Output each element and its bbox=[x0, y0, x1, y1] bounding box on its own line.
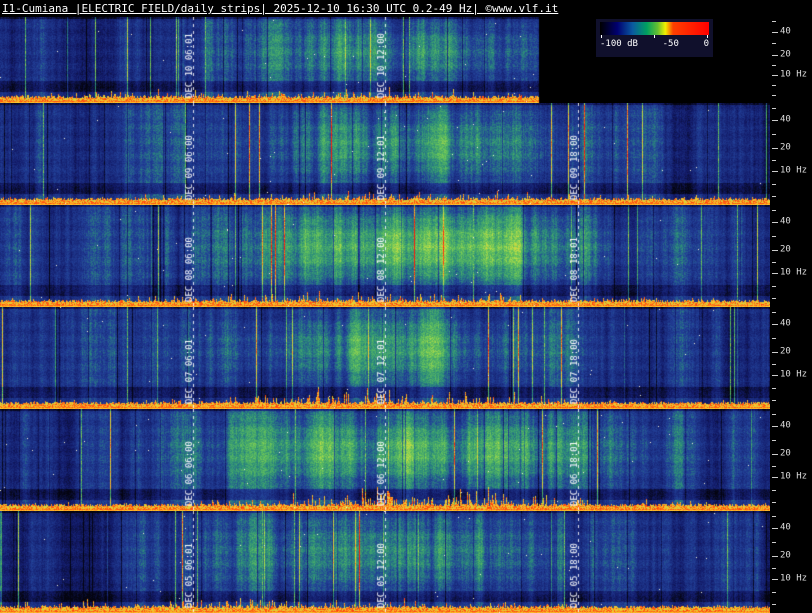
freq-minor-tick bbox=[772, 400, 776, 401]
spectrogram-strip-dec-09: 40 20 10 Hz bbox=[0, 103, 812, 205]
freq-tick bbox=[772, 55, 778, 56]
freq-tick-label: 40 bbox=[780, 522, 791, 533]
freq-tick bbox=[772, 579, 778, 580]
freq-tick-label: 10 Hz bbox=[780, 267, 808, 278]
frequency-axis: 40 20 10 Hz bbox=[770, 103, 812, 205]
freq-tick-label: 10 Hz bbox=[780, 573, 808, 584]
freq-tick-label: 20 bbox=[780, 550, 791, 561]
freq-minor-tick bbox=[772, 134, 776, 135]
freq-minor-tick bbox=[772, 21, 776, 22]
freq-minor-tick bbox=[772, 108, 776, 109]
freq-minor-tick bbox=[772, 388, 776, 389]
spectrogram-canvas bbox=[0, 205, 770, 307]
freq-minor-tick bbox=[772, 236, 776, 237]
freq-minor-tick bbox=[772, 65, 776, 66]
freq-tick bbox=[772, 375, 778, 376]
freq-minor-tick bbox=[772, 43, 776, 44]
freq-minor-tick bbox=[772, 184, 776, 185]
spectrogram-strip-dec-08: 40 20 10 Hz bbox=[0, 205, 812, 307]
freq-tick-label: 20 bbox=[780, 346, 791, 357]
legend-tick bbox=[707, 35, 708, 38]
freq-minor-tick bbox=[772, 466, 776, 467]
frequency-axis: 40 20 10 Hz bbox=[770, 409, 812, 511]
freq-tick-label: 40 bbox=[780, 26, 791, 37]
spectrogram-strip-dec-07: 40 20 10 Hz bbox=[0, 307, 812, 409]
freq-tick bbox=[772, 324, 778, 325]
freq-tick bbox=[772, 120, 778, 121]
spectrogram-strip-dec-05: 40 20 10 Hz bbox=[0, 511, 812, 613]
freq-minor-tick bbox=[772, 160, 776, 161]
freq-tick-label: 20 bbox=[780, 49, 791, 60]
freq-minor-tick bbox=[772, 338, 776, 339]
freq-tick-label: 10 Hz bbox=[780, 69, 808, 80]
freq-tick bbox=[772, 477, 778, 478]
frequency-axis: 40 20 10 Hz bbox=[770, 205, 812, 307]
freq-minor-tick bbox=[772, 364, 776, 365]
colorbar-legend: -100 dB -50 0 bbox=[596, 19, 713, 57]
freq-tick-label: 40 bbox=[780, 318, 791, 329]
strips-container: 40 20 10 Hz 40 20 10 Hz 40 20 10 Hz 40 20 10 Hz 40 20… bbox=[0, 17, 812, 613]
freq-minor-tick bbox=[772, 490, 776, 491]
freq-minor-tick bbox=[772, 516, 776, 517]
freq-tick-label: 10 Hz bbox=[780, 369, 808, 380]
frequency-axis: 40 20 10 Hz bbox=[770, 17, 812, 103]
freq-tick bbox=[772, 528, 778, 529]
freq-minor-tick bbox=[772, 440, 776, 441]
frequency-axis: 40 20 10 Hz bbox=[770, 307, 812, 409]
legend-min-label: -100 dB bbox=[600, 39, 638, 49]
title-bar: I1-Cumiana |ELECTRIC FIELD/daily strips|… bbox=[0, 0, 812, 17]
freq-minor-tick bbox=[772, 312, 776, 313]
freq-tick-label: 40 bbox=[780, 114, 791, 125]
freq-tick bbox=[772, 454, 778, 455]
freq-tick bbox=[772, 148, 778, 149]
spectrogram-canvas bbox=[0, 307, 770, 409]
freq-minor-tick bbox=[772, 210, 776, 211]
freq-minor-tick bbox=[772, 414, 776, 415]
freq-minor-tick bbox=[772, 95, 776, 96]
spectrogram-strip-dec-06: 40 20 10 Hz bbox=[0, 409, 812, 511]
freq-minor-tick bbox=[772, 298, 776, 299]
legend-mid-label: -50 bbox=[662, 39, 679, 49]
freq-tick-label: 20 bbox=[780, 448, 791, 459]
freq-tick-label: 40 bbox=[780, 216, 791, 227]
freq-minor-tick bbox=[772, 286, 776, 287]
freq-tick bbox=[772, 32, 778, 33]
freq-minor-tick bbox=[772, 604, 776, 605]
freq-minor-tick bbox=[772, 568, 776, 569]
freq-tick-label: 10 Hz bbox=[780, 471, 808, 482]
colorbar-ticks bbox=[600, 35, 709, 38]
page-title: I1-Cumiana |ELECTRIC FIELD/daily strips|… bbox=[2, 2, 559, 15]
freq-tick bbox=[772, 426, 778, 427]
freq-minor-tick bbox=[772, 592, 776, 593]
freq-tick-label: 20 bbox=[780, 142, 791, 153]
freq-minor-tick bbox=[772, 262, 776, 263]
freq-tick bbox=[772, 273, 778, 274]
spectrogram-canvas bbox=[0, 409, 770, 511]
freq-tick-label: 20 bbox=[780, 244, 791, 255]
spectrogram-canvas bbox=[0, 103, 770, 205]
freq-tick bbox=[772, 171, 778, 172]
freq-minor-tick bbox=[772, 196, 776, 197]
legend-tick bbox=[601, 35, 602, 38]
freq-tick bbox=[772, 352, 778, 353]
freq-tick bbox=[772, 250, 778, 251]
freq-minor-tick bbox=[772, 542, 776, 543]
legend-tick bbox=[654, 35, 655, 38]
spectrogram-canvas bbox=[0, 511, 770, 613]
freq-minor-tick bbox=[772, 85, 776, 86]
freq-tick bbox=[772, 222, 778, 223]
freq-minor-tick bbox=[772, 502, 776, 503]
legend-max-label: 0 bbox=[703, 39, 709, 49]
frequency-axis: 40 20 10 Hz bbox=[770, 511, 812, 613]
freq-tick bbox=[772, 556, 778, 557]
freq-tick bbox=[772, 75, 778, 76]
colorbar-labels: -100 dB -50 0 bbox=[600, 39, 709, 49]
colorbar-gradient bbox=[600, 22, 709, 35]
freq-tick-label: 10 Hz bbox=[780, 165, 808, 176]
freq-tick-label: 40 bbox=[780, 420, 791, 431]
